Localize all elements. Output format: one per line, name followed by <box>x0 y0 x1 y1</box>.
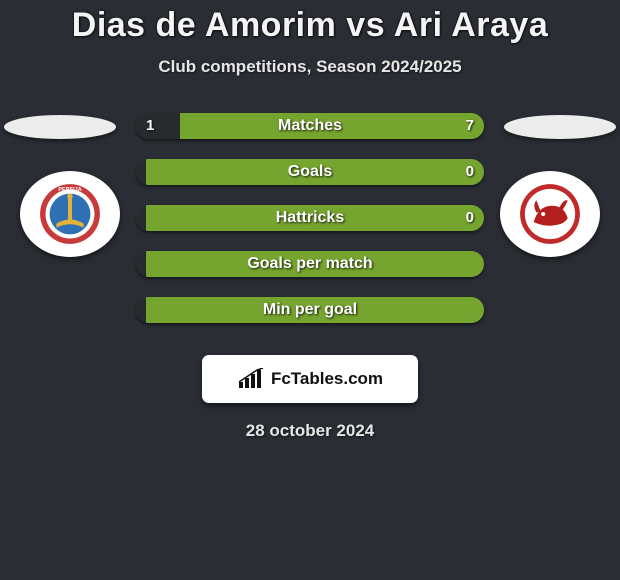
right-player-ellipse <box>504 115 616 139</box>
stat-value-right: 0 <box>466 159 474 185</box>
page-title: Dias de Amorim vs Ari Araya <box>0 0 620 45</box>
fctables-logo-icon <box>237 368 265 390</box>
stat-label: Matches <box>136 113 484 139</box>
madura-badge-icon <box>511 180 589 248</box>
stat-bar-min-per-goal: Min per goal <box>136 297 484 323</box>
date: 28 october 2024 <box>0 421 620 441</box>
left-player-ellipse <box>4 115 116 139</box>
persija-badge-icon: PERSIJA <box>31 180 109 248</box>
subtitle: Club competitions, Season 2024/2025 <box>0 57 620 77</box>
stat-value-right: 0 <box>466 205 474 231</box>
stat-bar-hattricks: Hattricks0 <box>136 205 484 231</box>
stat-label: Goals per match <box>136 251 484 277</box>
stat-bar-goals: Goals0 <box>136 159 484 185</box>
comparison-panel: PERSIJA Matches17Goals0Hattricks0Goals p… <box>0 113 620 353</box>
stat-label: Min per goal <box>136 297 484 323</box>
left-team-badge: PERSIJA <box>20 171 120 257</box>
watermark: FcTables.com <box>202 355 418 403</box>
stat-value-left: 1 <box>146 113 154 139</box>
stat-value-right: 7 <box>466 113 474 139</box>
stat-bar-goals-per-match: Goals per match <box>136 251 484 277</box>
svg-text:PERSIJA: PERSIJA <box>58 187 81 193</box>
stat-bar-matches: Matches1 7 <box>136 113 484 139</box>
watermark-text: FcTables.com <box>271 369 383 389</box>
stat-label: Hattricks <box>136 205 484 231</box>
stat-label: Goals <box>136 159 484 185</box>
stat-bars: Matches17Goals0Hattricks0Goals per match… <box>136 113 484 343</box>
right-team-badge <box>500 171 600 257</box>
